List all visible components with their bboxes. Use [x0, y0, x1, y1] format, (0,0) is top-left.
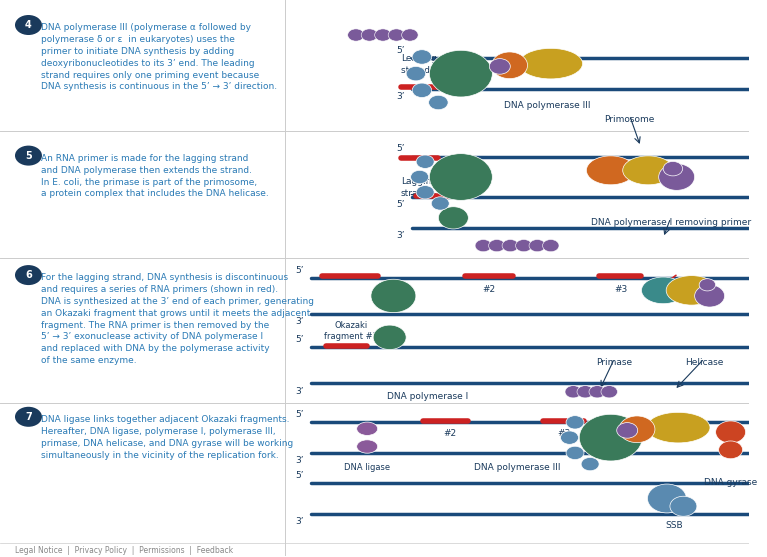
- Circle shape: [15, 265, 42, 285]
- Ellipse shape: [519, 48, 583, 79]
- Circle shape: [601, 385, 617, 398]
- Text: #2: #2: [482, 285, 495, 294]
- Text: SSB: SSB: [666, 521, 683, 530]
- Text: 6: 6: [25, 270, 32, 280]
- Text: 3’: 3’: [295, 517, 304, 526]
- Text: 3’: 3’: [295, 456, 304, 465]
- Ellipse shape: [641, 277, 685, 304]
- Circle shape: [529, 240, 545, 252]
- Circle shape: [429, 95, 448, 110]
- Text: Legal Notice  |  Privacy Policy  |  Permissions  |  Feedback: Legal Notice | Privacy Policy | Permissi…: [15, 546, 233, 555]
- Circle shape: [430, 154, 492, 201]
- Text: 4: 4: [25, 20, 32, 30]
- Text: 5: 5: [25, 150, 32, 160]
- Circle shape: [542, 240, 559, 252]
- Text: 5’: 5’: [396, 144, 405, 153]
- Circle shape: [670, 496, 697, 516]
- Circle shape: [374, 325, 407, 350]
- Text: Primosome: Primosome: [604, 115, 655, 124]
- Circle shape: [388, 29, 405, 41]
- Circle shape: [577, 385, 594, 398]
- Ellipse shape: [647, 412, 710, 443]
- Circle shape: [719, 441, 742, 459]
- Ellipse shape: [357, 422, 377, 436]
- Text: 3’: 3’: [295, 317, 304, 326]
- Text: 3’: 3’: [295, 387, 304, 396]
- Text: 5’: 5’: [295, 266, 304, 275]
- Text: DNA ligase links together adjacent Okazaki fragments.
Hereafter, DNA ligase, pol: DNA ligase links together adjacent Okaza…: [41, 415, 294, 460]
- Circle shape: [700, 278, 716, 291]
- Circle shape: [566, 416, 584, 429]
- Circle shape: [502, 240, 518, 252]
- Circle shape: [15, 407, 42, 427]
- Circle shape: [402, 29, 418, 41]
- Text: 5’: 5’: [295, 410, 304, 419]
- Ellipse shape: [667, 276, 717, 305]
- Ellipse shape: [623, 156, 673, 185]
- Circle shape: [410, 170, 429, 184]
- Circle shape: [695, 285, 725, 307]
- Circle shape: [619, 416, 655, 443]
- Circle shape: [566, 446, 584, 460]
- Text: DNA ligase: DNA ligase: [344, 463, 390, 472]
- Circle shape: [515, 240, 532, 252]
- Circle shape: [412, 83, 432, 97]
- Text: DNA polymerase III (polymerase α followed by
polymerase δ or ε  in eukaryotes) u: DNA polymerase III (polymerase α followe…: [41, 23, 278, 91]
- Circle shape: [15, 15, 42, 35]
- Text: 3’: 3’: [396, 231, 405, 240]
- Text: Lagging
strand: Lagging strand: [401, 177, 437, 198]
- Text: 7: 7: [25, 412, 32, 422]
- Text: DNA polymerase I: DNA polymerase I: [387, 392, 468, 402]
- Text: Helicase: Helicase: [685, 359, 723, 368]
- Circle shape: [561, 431, 578, 444]
- Text: Okazaki
fragment #1: Okazaki fragment #1: [324, 321, 377, 341]
- Circle shape: [431, 197, 449, 210]
- Text: DNA polymerase III: DNA polymerase III: [474, 463, 561, 472]
- Text: 5’: 5’: [442, 158, 451, 167]
- Text: An RNA primer is made for the lagging strand
and DNA polymerase then extends the: An RNA primer is made for the lagging st…: [41, 154, 269, 198]
- Circle shape: [371, 279, 416, 312]
- Circle shape: [412, 50, 432, 64]
- Text: DNA polymerase III: DNA polymerase III: [504, 101, 591, 110]
- Circle shape: [589, 385, 605, 398]
- Text: 5’: 5’: [295, 335, 304, 344]
- Circle shape: [659, 164, 695, 190]
- Ellipse shape: [357, 440, 377, 453]
- Text: DNA gyrase: DNA gyrase: [704, 478, 757, 487]
- Circle shape: [374, 29, 391, 41]
- Circle shape: [489, 240, 505, 252]
- Circle shape: [475, 240, 492, 252]
- Circle shape: [361, 29, 377, 41]
- Text: #4: #4: [619, 429, 632, 438]
- Circle shape: [489, 58, 510, 74]
- Text: 3’: 3’: [396, 92, 405, 101]
- Text: Leading
strand DNA: Leading strand DNA: [401, 54, 453, 75]
- Text: #3: #3: [557, 429, 570, 438]
- Circle shape: [565, 385, 581, 398]
- Text: DNA polymerase I removing primer: DNA polymerase I removing primer: [591, 218, 751, 227]
- Text: 5’: 5’: [396, 46, 405, 55]
- Circle shape: [492, 52, 528, 79]
- Circle shape: [430, 50, 492, 97]
- Circle shape: [617, 423, 637, 438]
- Text: Primase: Primase: [597, 359, 633, 368]
- Text: 5’: 5’: [396, 200, 405, 209]
- Circle shape: [416, 155, 434, 168]
- Circle shape: [716, 421, 746, 443]
- Circle shape: [15, 145, 42, 165]
- Text: #3: #3: [614, 285, 627, 294]
- Text: For the lagging strand, DNA synthesis is discontinuous
and requires a series of : For the lagging strand, DNA synthesis is…: [41, 273, 314, 365]
- Text: 5’: 5’: [295, 471, 304, 480]
- Circle shape: [663, 162, 683, 176]
- Text: #2: #2: [443, 429, 456, 438]
- Circle shape: [416, 185, 434, 199]
- Circle shape: [579, 414, 642, 461]
- Circle shape: [439, 207, 469, 229]
- Circle shape: [581, 457, 599, 471]
- Circle shape: [647, 484, 686, 513]
- Circle shape: [347, 29, 364, 41]
- Ellipse shape: [586, 156, 635, 185]
- Circle shape: [407, 66, 426, 81]
